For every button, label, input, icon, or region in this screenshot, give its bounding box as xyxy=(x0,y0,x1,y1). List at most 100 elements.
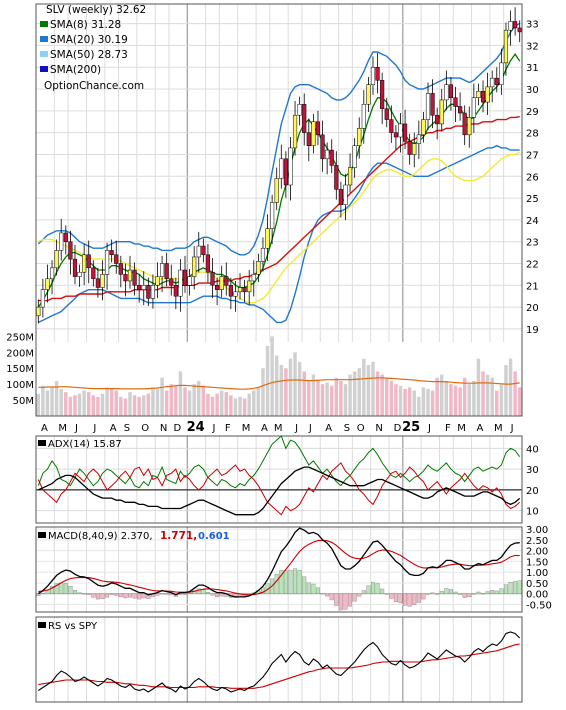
macd-histogram-bar xyxy=(40,592,45,595)
macd-histogram-bar xyxy=(494,590,499,594)
macd-histogram-bar xyxy=(86,593,91,595)
volume-bar xyxy=(151,387,155,416)
legend-entry-label: SMA(20) 30.19 xyxy=(50,34,128,46)
candle-body xyxy=(407,141,412,155)
volume-bar xyxy=(178,371,183,416)
volume-axis-tick-label: 150M xyxy=(6,364,34,375)
volume-bar xyxy=(307,380,311,416)
candle-body xyxy=(210,271,215,286)
macd-histogram-bar xyxy=(100,593,105,600)
candle-body xyxy=(503,29,509,64)
volume-average-line xyxy=(38,377,520,390)
volume-bar xyxy=(210,396,215,416)
candle-body xyxy=(215,285,220,290)
volume-bar xyxy=(375,371,380,416)
candle-body xyxy=(306,132,311,146)
macd-histogram-bar xyxy=(91,593,96,598)
x-axis-month-label: J xyxy=(510,423,514,434)
x-axis-month-label: S xyxy=(124,423,130,434)
macd-histogram-bar xyxy=(357,593,362,597)
volume-bar xyxy=(417,396,421,416)
candle-body xyxy=(412,143,417,155)
candle-body xyxy=(219,276,224,290)
volume-bar xyxy=(164,390,169,416)
price-axis-tick-label: 19 xyxy=(526,325,539,336)
candle-body xyxy=(517,27,522,33)
macd-histogram-bar xyxy=(352,593,357,602)
macd-histogram-bar xyxy=(128,593,132,598)
bollinger-upper-line xyxy=(37,22,521,256)
price-axis-tick-label: 21 xyxy=(526,281,539,292)
volume-bar xyxy=(224,392,229,416)
candle-body xyxy=(279,158,284,179)
candle-body xyxy=(233,291,238,297)
candle-body xyxy=(237,287,243,293)
candle-body xyxy=(127,269,133,282)
candle-body xyxy=(416,134,421,144)
volume-bar xyxy=(155,388,160,416)
volume-bar xyxy=(348,374,352,416)
candle-body xyxy=(77,271,82,277)
candle-body xyxy=(224,276,229,286)
x-axis-month-label: A xyxy=(110,423,117,434)
volume-bar xyxy=(215,393,219,416)
macd-histogram-bar xyxy=(430,592,435,594)
volume-bar xyxy=(440,374,444,416)
candle-body xyxy=(393,132,398,138)
candle-body xyxy=(444,84,449,101)
x-axis-month-label: A xyxy=(41,423,48,434)
volume-axis-tick-label: 100M xyxy=(6,380,34,391)
macd-histogram-bar xyxy=(68,586,73,594)
volume-bar xyxy=(430,390,435,416)
price-legend: SLV (weekly) 32.62 SMA(8) 31.28 SMA(20) 30… xyxy=(40,4,146,92)
volume-axis-tick-label: 50M xyxy=(13,396,34,407)
candlesticks xyxy=(36,7,522,324)
macd-histogram-bar xyxy=(63,583,68,594)
volume-bar xyxy=(68,396,73,416)
candle-body xyxy=(270,202,275,229)
volume-bar xyxy=(343,384,348,416)
volume-bar xyxy=(398,385,403,416)
macd-histogram-bar xyxy=(141,593,146,599)
macd-axis-tick-label: 0.00 xyxy=(526,590,548,601)
candle-body xyxy=(494,77,499,85)
volume-bar xyxy=(252,390,256,416)
volume-bar xyxy=(242,398,247,416)
candle-body xyxy=(334,165,339,190)
candle-body xyxy=(182,269,188,286)
x-axis-month-label: 24 xyxy=(187,420,205,435)
macd-legend-swatch xyxy=(38,532,46,538)
volume-bar xyxy=(357,368,361,416)
volume-bar xyxy=(472,380,476,416)
macd-histogram-bar xyxy=(467,593,472,598)
volume-bar xyxy=(206,393,210,416)
candle-body xyxy=(196,245,201,258)
macd-histogram-bar xyxy=(105,593,110,598)
volume-bar xyxy=(288,358,293,416)
macd-histogram-bar xyxy=(95,593,100,600)
x-axis-month-label: N xyxy=(160,423,167,434)
macd-axis-tick-label: 3.00 xyxy=(526,525,548,536)
volume-bar xyxy=(197,380,201,416)
macd-histogram-bar xyxy=(371,581,375,594)
volume-bar xyxy=(119,396,123,416)
candle-body xyxy=(155,276,160,286)
volume-bar xyxy=(109,388,114,416)
volume-bar xyxy=(132,395,137,416)
macd-histogram-bar xyxy=(393,593,398,603)
macd-histogram-bar xyxy=(462,593,467,598)
candle-body xyxy=(325,149,330,160)
price-plot: 19 20 21 22 23 24 25 26 27 28 29 30 31 32 33 xyxy=(36,20,539,336)
candle-body xyxy=(398,123,403,138)
macd-histogram-bar xyxy=(50,586,55,594)
volume-bar xyxy=(435,377,439,416)
volume-bar xyxy=(279,365,284,416)
volume-bar xyxy=(59,388,63,416)
macd-histogram-bar xyxy=(297,570,302,594)
macd-histogram-bar xyxy=(205,592,210,594)
x-axis-month-label: J xyxy=(294,423,298,434)
price-axis-tick-label: 25 xyxy=(526,194,539,205)
macd-signal-line xyxy=(38,539,520,596)
